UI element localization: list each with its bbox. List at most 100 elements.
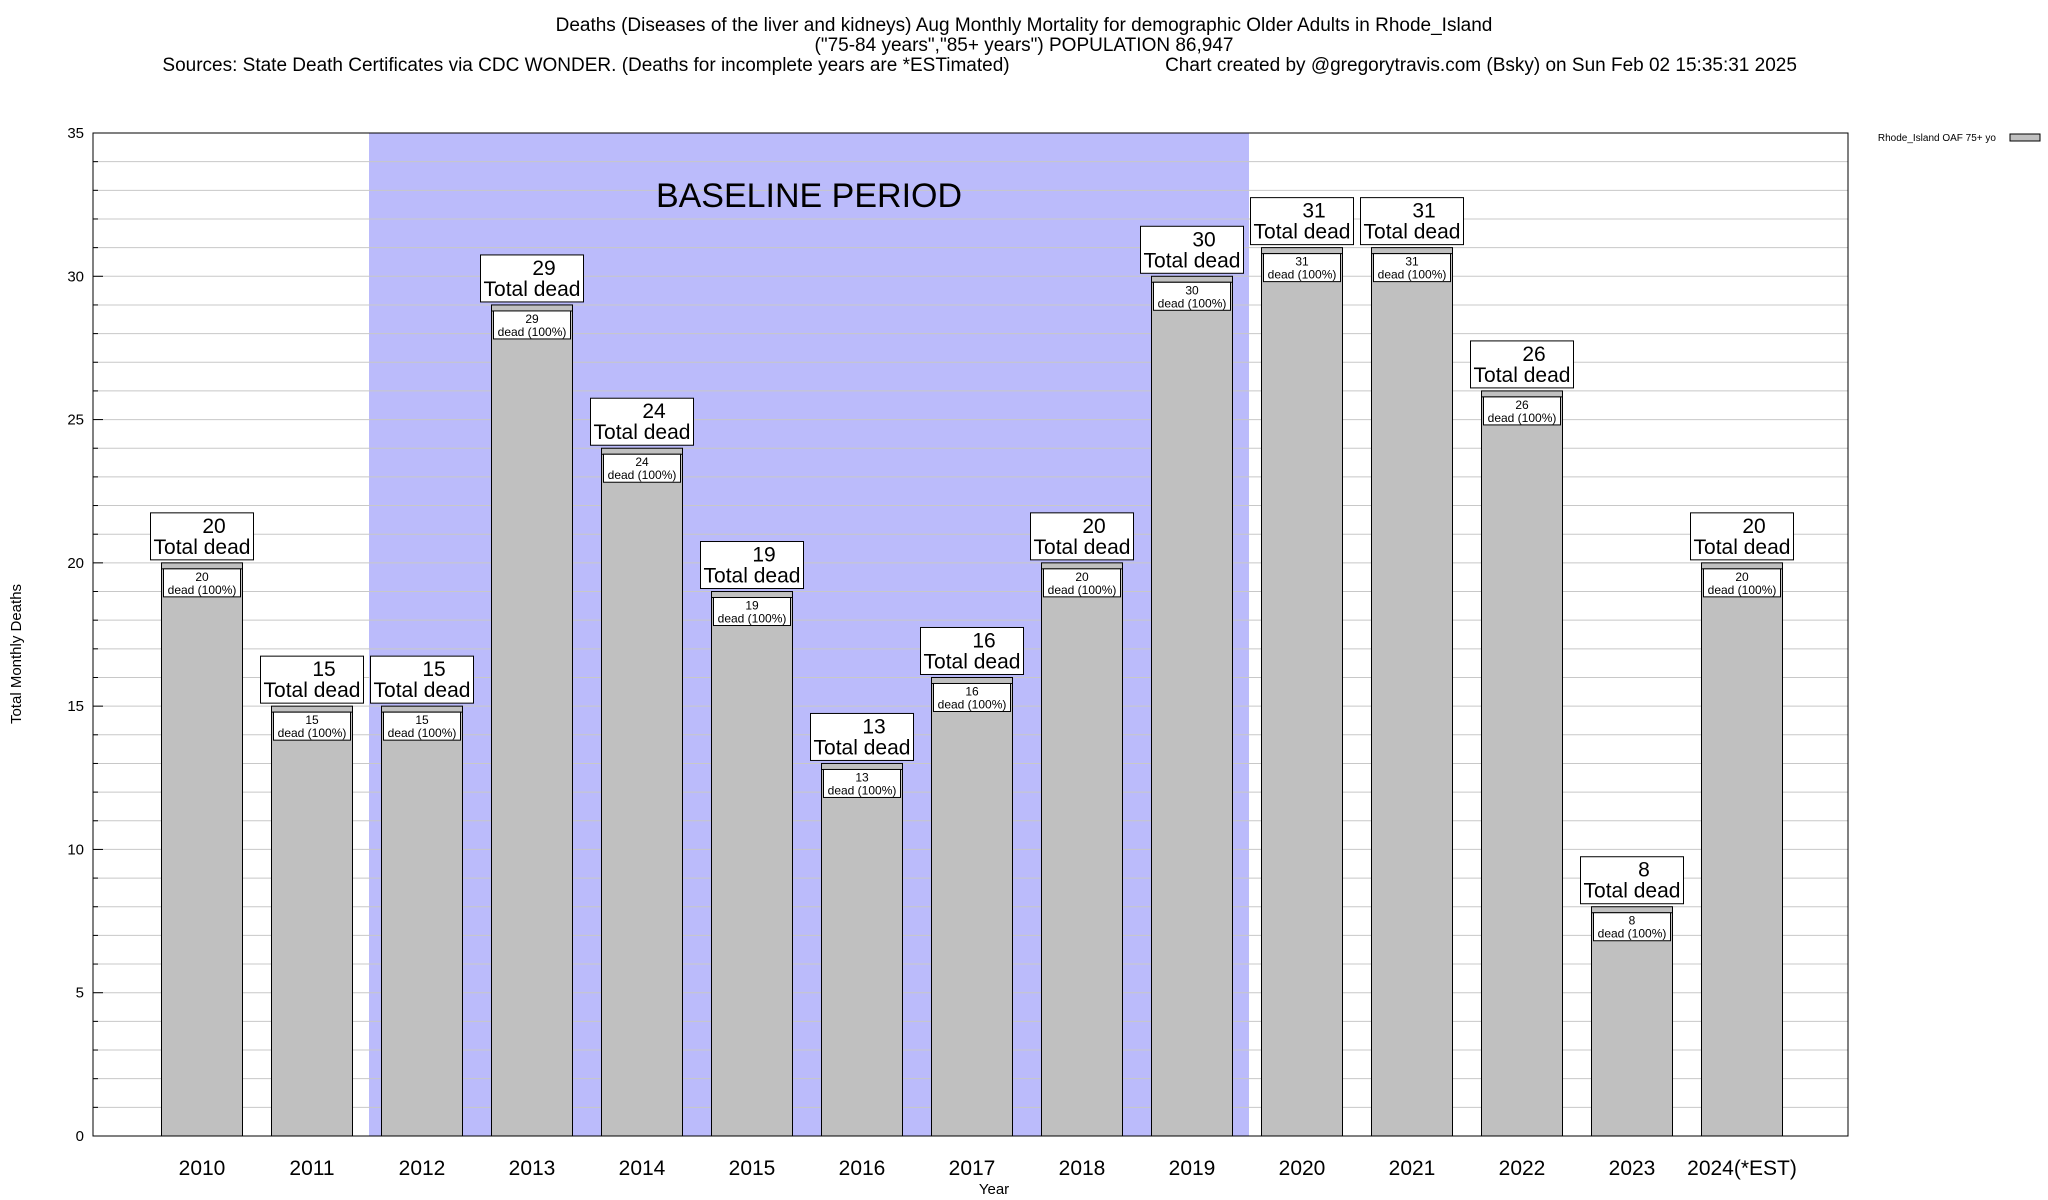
x-tick-label: 2012 bbox=[399, 1157, 446, 1180]
total-label-value: 31 bbox=[1412, 200, 1435, 223]
total-label-value: 15 bbox=[422, 658, 445, 681]
x-tick-label: 2019 bbox=[1169, 1157, 1216, 1180]
total-label-text: Total dead bbox=[814, 736, 911, 759]
bar bbox=[601, 447, 683, 1137]
bar-inner-label-box bbox=[383, 711, 461, 741]
bar-inner-percent: dead (100%) bbox=[1488, 411, 1557, 425]
total-label-value: 19 bbox=[752, 544, 775, 567]
bar bbox=[1151, 275, 1233, 1137]
bar-inner-label-box bbox=[603, 453, 681, 483]
total-label-box bbox=[810, 712, 914, 761]
total-label-text: Total dead bbox=[704, 565, 801, 588]
total-label-text: Total dead bbox=[374, 679, 471, 702]
bar-inner-value: 13 bbox=[855, 770, 869, 784]
bar bbox=[1371, 247, 1453, 1137]
y-tick-label: 5 bbox=[76, 985, 84, 1002]
total-label-value: 29 bbox=[532, 257, 555, 280]
total-label-box bbox=[1030, 512, 1134, 561]
bar-inner-value: 26 bbox=[1515, 398, 1529, 412]
bar bbox=[821, 762, 903, 1137]
legend-label: Rhode_Island OAF 75+ yo bbox=[1878, 133, 1997, 144]
chart-title: Deaths (Diseases of the liver and kidney… bbox=[556, 15, 1493, 36]
y-axis-title: Total Monthly Deaths bbox=[8, 584, 25, 724]
bar-inner-value: 31 bbox=[1405, 255, 1419, 269]
total-label-text: Total dead bbox=[1364, 221, 1461, 244]
total-label-value: 15 bbox=[312, 658, 335, 681]
x-tick-label: 2014 bbox=[619, 1157, 666, 1180]
bar-inner-label-box bbox=[1373, 253, 1451, 283]
bar bbox=[161, 562, 243, 1137]
total-label-text: Total dead bbox=[1584, 880, 1681, 903]
bar-inner-percent: dead (100%) bbox=[278, 726, 347, 740]
total-label-value: 20 bbox=[1742, 515, 1765, 538]
bar-inner-percent: dead (100%) bbox=[608, 468, 677, 482]
bar bbox=[711, 591, 793, 1137]
total-label-value: 30 bbox=[1192, 228, 1215, 251]
bar-inner-value: 20 bbox=[1075, 570, 1089, 584]
bar-inner-label-box bbox=[1153, 281, 1231, 311]
chart-subtitle: ("75-84 years","85+ years") POPULATION 8… bbox=[815, 35, 1234, 56]
x-tick-label: 2020 bbox=[1279, 1157, 1326, 1180]
bar-inner-percent: dead (100%) bbox=[1378, 268, 1447, 282]
y-tick-label: 30 bbox=[67, 268, 84, 285]
bar-inner-value: 31 bbox=[1295, 255, 1309, 269]
y-tick-label: 15 bbox=[67, 698, 84, 715]
bar bbox=[1701, 562, 1783, 1137]
total-label-text: Total dead bbox=[1034, 536, 1131, 559]
bar-inner-value: 8 bbox=[1629, 914, 1636, 928]
total-label-text: Total dead bbox=[1694, 536, 1791, 559]
bar-inner-percent: dead (100%) bbox=[1598, 927, 1667, 941]
bar-inner-value: 19 bbox=[745, 599, 759, 613]
bar-inner-percent: dead (100%) bbox=[388, 726, 457, 740]
x-tick-label: 2015 bbox=[729, 1157, 776, 1180]
total-label-value: 8 bbox=[1638, 859, 1650, 882]
total-label-text: Total dead bbox=[594, 421, 691, 444]
bar-inner-value: 15 bbox=[305, 713, 319, 727]
x-tick-label: 2013 bbox=[509, 1157, 556, 1180]
total-label-text: Total dead bbox=[1474, 364, 1571, 387]
bar-inner-percent: dead (100%) bbox=[1048, 583, 1117, 597]
bar-inner-value: 30 bbox=[1185, 283, 1199, 297]
total-label-box bbox=[1580, 856, 1684, 905]
total-label-box bbox=[920, 626, 1024, 675]
total-label-text: Total dead bbox=[264, 679, 361, 702]
bar-inner-percent: dead (100%) bbox=[1268, 268, 1337, 282]
bar bbox=[491, 304, 573, 1137]
total-label-box bbox=[260, 655, 364, 704]
bar-inner-percent: dead (100%) bbox=[1708, 583, 1777, 597]
bar-inner-percent: dead (100%) bbox=[498, 325, 567, 339]
x-tick-label: 2011 bbox=[289, 1157, 334, 1180]
total-label-text: Total dead bbox=[924, 650, 1021, 673]
total-label-box bbox=[700, 541, 804, 590]
total-label-box bbox=[1470, 340, 1574, 389]
bar-inner-value: 20 bbox=[195, 570, 209, 584]
total-label-value: 13 bbox=[862, 715, 885, 738]
total-label-value: 16 bbox=[972, 629, 995, 652]
x-tick-label: 2018 bbox=[1059, 1157, 1106, 1180]
baseline-label: BASELINE PERIOD bbox=[656, 177, 962, 215]
y-tick-label: 25 bbox=[67, 412, 84, 429]
total-label-value: 20 bbox=[1082, 515, 1105, 538]
bar-inner-label-box bbox=[1043, 568, 1121, 598]
total-label-box bbox=[1360, 197, 1464, 246]
bar bbox=[931, 676, 1013, 1137]
total-label-text: Total dead bbox=[1254, 221, 1351, 244]
bar-inner-percent: dead (100%) bbox=[1158, 296, 1227, 310]
total-label-value: 26 bbox=[1522, 343, 1545, 366]
x-tick-label: 2022 bbox=[1499, 1157, 1546, 1180]
total-label-box bbox=[1250, 197, 1354, 246]
total-label-box bbox=[1690, 512, 1794, 561]
bar-inner-label-box bbox=[493, 310, 571, 340]
legend-swatch bbox=[2009, 133, 2041, 142]
total-label-box bbox=[480, 254, 584, 303]
bar bbox=[1261, 247, 1343, 1137]
bar bbox=[1591, 906, 1673, 1137]
total-label-value: 31 bbox=[1302, 200, 1325, 223]
total-label-text: Total dead bbox=[1144, 249, 1241, 272]
chart-credit: Chart created by @gregorytravis.com (Bsk… bbox=[1165, 55, 1797, 76]
x-tick-label: 2016 bbox=[839, 1157, 886, 1180]
total-label-box bbox=[1140, 225, 1244, 274]
bar bbox=[1481, 390, 1563, 1137]
